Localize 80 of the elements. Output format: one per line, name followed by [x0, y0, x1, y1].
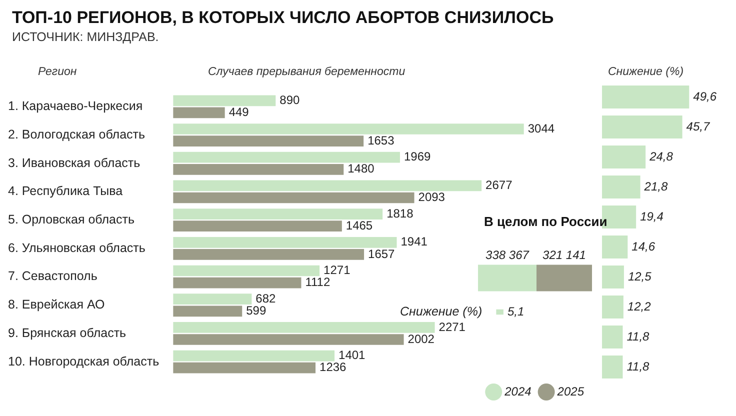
chart-subtitle: ИСТОЧНИК: МИНЗДРАВ. [12, 30, 159, 44]
bar [173, 208, 383, 220]
bar [173, 180, 482, 192]
chart-title: В целом по России [484, 214, 608, 229]
data-label: 1271 [324, 263, 351, 278]
data-label: 1969 [404, 150, 431, 164]
data-label: 1465 [346, 218, 373, 232]
bar [173, 322, 435, 333]
data-label: 321 141 [542, 248, 586, 262]
bar [602, 176, 640, 198]
bar [602, 266, 624, 288]
data-label: 1480 [348, 162, 375, 176]
data-label: 2002 [408, 332, 435, 346]
data-label: 1941 [400, 234, 428, 249]
bar [173, 164, 344, 175]
bar [173, 136, 364, 146]
data-label: 11,8 [626, 329, 650, 344]
y-tick-label: 1. Карачаево-Черкесия [8, 99, 143, 114]
data-label: 5,1 [507, 304, 524, 318]
data-label: 682 [256, 291, 276, 306]
bar [173, 350, 335, 362]
data-label: 1653 [368, 133, 395, 148]
bar [173, 265, 320, 276]
data-label: 21,8 [643, 179, 668, 194]
data-label: 19,4 [640, 209, 664, 224]
data-label: 2093 [418, 190, 446, 204]
bar [173, 306, 242, 317]
x-axis-title: Снижение (%) [608, 66, 684, 78]
y-tick-label: 7. Севастополь [8, 269, 98, 284]
data-label: 14,6 [632, 239, 656, 254]
bar [602, 356, 623, 378]
bar [173, 124, 524, 134]
y-tick-label: 10. Новгородская область [8, 354, 160, 368]
y-tick-label: 5. Орловская область [8, 212, 135, 227]
bar [173, 249, 364, 260]
bar [173, 236, 397, 248]
bar [173, 334, 404, 345]
bar [173, 152, 400, 163]
bar [173, 294, 252, 305]
bar [173, 95, 276, 106]
data-label: 12,2 [627, 299, 652, 314]
chart-title: ТОП-10 РЕГИОНОВ, В КОТОРЫХ ЧИСЛО АБОРТОВ СНИЗИЛОСЬ [12, 8, 554, 28]
y-tick-label: 2. Вологодская область [8, 127, 146, 142]
bar [602, 326, 623, 348]
data-label: 12,5 [628, 269, 652, 284]
data-label: 1401 [338, 348, 366, 362]
bar [173, 192, 414, 204]
data-label: 1657 [368, 246, 396, 261]
y-tick-label: 3. Ивановская область [8, 156, 140, 170]
data-label: 24,8 [648, 149, 674, 164]
bar [602, 296, 624, 318]
data-label: 338 367 [486, 248, 530, 262]
y-tick-label: 6. Ульяновская область [8, 240, 146, 255]
data-label: 1818 [386, 206, 414, 220]
y-tick-label: 9. Брянская область [8, 326, 126, 340]
y-tick-label: 4. Республика Тыва [8, 184, 123, 198]
bar [602, 146, 646, 168]
bar [173, 362, 316, 374]
data-label: 1112 [305, 275, 330, 290]
y-tick-label: 8. Еврейская АО [8, 298, 106, 312]
data-label: 1236 [320, 360, 347, 374]
bar [173, 220, 342, 232]
data-label: 49,6 [693, 89, 717, 104]
y-axis-title: Регион [38, 66, 77, 78]
data-label: 45,7 [686, 119, 711, 134]
data-label: 599 [246, 303, 266, 318]
data-label: 449 [228, 105, 250, 120]
bar [602, 116, 682, 138]
data-label: 3044 [528, 121, 555, 136]
data-label: 2271 [438, 320, 466, 334]
bar [602, 236, 628, 258]
x-axis-title: Случаев прерывания беременности [208, 66, 406, 78]
bar [602, 86, 690, 108]
data-label: 890 [280, 92, 300, 107]
legend-label: 2024 [504, 384, 532, 398]
legend-label: 2025 [556, 384, 584, 398]
bar [173, 277, 302, 288]
data-label: 11,8 [626, 359, 650, 374]
data-label: 2677 [486, 178, 513, 192]
bar [173, 107, 225, 118]
